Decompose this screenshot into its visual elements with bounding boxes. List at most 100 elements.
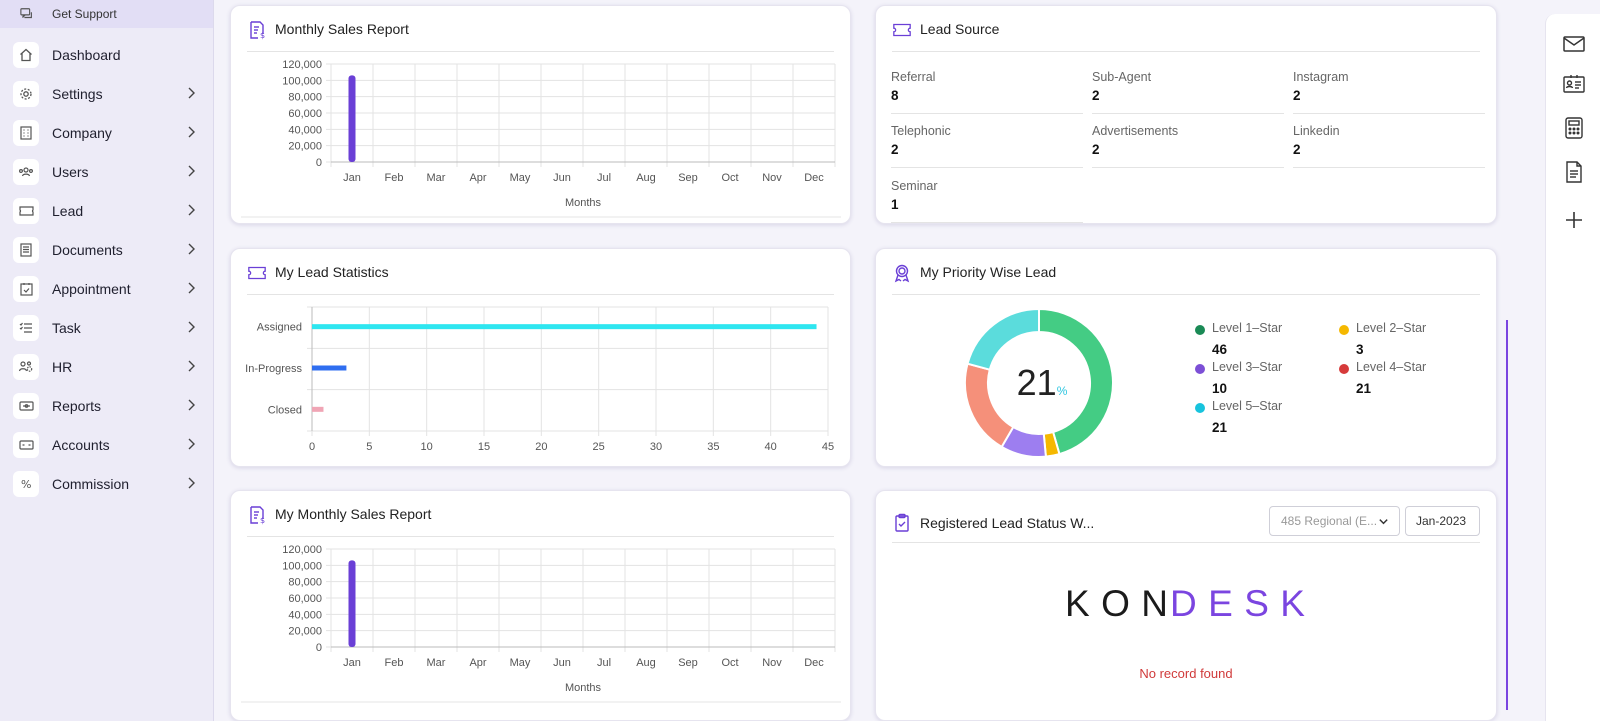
gear-icon	[13, 81, 39, 107]
legend-label: Level 3–Star	[1212, 360, 1283, 374]
lead-source-sub-agent: Sub-Agent 2	[1092, 70, 1284, 114]
donut-center-unit: %	[1056, 384, 1068, 398]
right-rail	[1545, 14, 1600, 721]
y-tick-label: 20,000	[288, 141, 322, 153]
sidebar-item-users[interactable]: Users	[0, 154, 213, 190]
card-title: Monthly Sales Report	[275, 21, 409, 37]
sidebar-item-dashboard[interactable]: Dashboard	[0, 37, 213, 73]
card-header: Lead Source	[892, 20, 1480, 52]
legend-color-dot	[1339, 325, 1349, 335]
x-tick-label: Sep	[678, 657, 698, 669]
sidebar-item-task[interactable]: Task	[0, 310, 213, 346]
sidebar-item-company[interactable]: Company	[0, 115, 213, 151]
no-record-text: No record found	[1139, 666, 1233, 681]
lead-source-value: 8	[891, 88, 899, 103]
task-list-icon	[13, 315, 39, 341]
mail-icon[interactable]	[1562, 32, 1586, 56]
chevron-right-icon	[185, 125, 199, 139]
sidebar-item-label: Reports	[52, 398, 102, 414]
chevron-right-icon	[185, 437, 199, 451]
bar-jan[interactable]	[348, 75, 356, 162]
sidebar-item-label: Commission	[52, 476, 130, 492]
legend-color-dot	[1195, 403, 1205, 413]
x-tick-label: 25	[593, 441, 605, 453]
x-tick-label: Dec	[804, 172, 824, 184]
x-tick-label: Feb	[385, 657, 404, 669]
lead-source-value: 2	[1092, 88, 1100, 103]
lead-source-label: Linkedin	[1293, 124, 1340, 138]
legend-color-dot	[1339, 364, 1349, 374]
sidebar-item-label: Settings	[52, 86, 103, 102]
legend-value: 21	[1356, 381, 1372, 396]
get-support-label: Get Support	[52, 7, 117, 21]
x-tick-label: Jul	[597, 172, 611, 184]
x-tick-label: 0	[309, 441, 315, 453]
bar-in-progress[interactable]	[312, 365, 347, 371]
lead-source-value: 2	[1293, 88, 1301, 103]
chevron-right-icon	[185, 203, 199, 217]
legend-value: 10	[1212, 381, 1228, 396]
monthly-sales-chart: 120,000 100,000 80,000 60,000 40,000 20,000 0 J…	[241, 59, 841, 218]
x-tick-label: Oct	[721, 657, 738, 669]
legend-value: 46	[1212, 342, 1228, 357]
ticket-icon	[247, 263, 267, 283]
y-tick-label: Closed	[268, 404, 302, 416]
month-select[interactable]: Jan-2023	[1405, 506, 1480, 536]
x-tick-label: May	[510, 172, 531, 184]
sidebar-item-documents[interactable]: Documents	[0, 232, 213, 268]
sidebar-item-settings[interactable]: Settings	[0, 76, 213, 112]
plus-icon[interactable]	[1562, 208, 1586, 232]
svg-text:$: $	[260, 31, 265, 40]
x-tick-label: Apr	[469, 172, 486, 184]
bar-jan[interactable]	[348, 560, 356, 647]
legend-label: Level 4–Star	[1356, 360, 1427, 374]
sidebar-item-accounts[interactable]: Accounts	[0, 427, 213, 463]
sidebar-item-commission[interactable]: % Commission	[0, 466, 213, 502]
lead-source-label: Sub-Agent	[1092, 70, 1152, 84]
x-tick-label: Aug	[636, 172, 656, 184]
calculator-icon[interactable]	[1562, 116, 1586, 140]
donut-center-label: 21%	[1012, 362, 1072, 404]
document-icon[interactable]	[1562, 160, 1586, 184]
get-support-link[interactable]: Get Support	[0, 0, 213, 28]
sidebar-item-label: Dashboard	[52, 47, 121, 63]
chat-support-icon	[20, 7, 36, 21]
my-monthly-sales-chart: 120,000 100,000 80,000 60,000 40,000 20,000 0 J…	[241, 544, 841, 703]
kondesk-logo: K O ND E S K	[876, 583, 1496, 625]
chevron-right-icon	[185, 359, 199, 373]
contact-card-icon[interactable]	[1562, 72, 1586, 96]
x-tick-label: 10	[421, 441, 433, 453]
sidebar-item-reports[interactable]: Reports	[0, 388, 213, 424]
card-title: My Lead Statistics	[275, 264, 389, 280]
sidebar-item-lead[interactable]: Lead	[0, 193, 213, 229]
registered-lead-status-card: Registered Lead Status W... 485 Regional…	[875, 490, 1497, 721]
sidebar-item-label: Accounts	[52, 437, 110, 453]
legend-label: Level 5–Star	[1212, 399, 1283, 413]
bar-assigned[interactable]	[312, 324, 817, 330]
x-tick-label: 5	[366, 441, 372, 453]
logo-desk: D E S K	[1170, 583, 1307, 624]
document-icon	[13, 237, 39, 263]
branch-select[interactable]: 485 Regional (E...	[1269, 506, 1400, 536]
y-tick-label: 80,000	[288, 92, 322, 104]
users-icon	[13, 159, 39, 185]
priority-lead-card: My Priority Wise Lead 21% Level 1–Star 46…	[875, 248, 1497, 467]
donut-center-value: 21	[1016, 362, 1057, 403]
accounts-icon	[13, 432, 39, 458]
sidebar-item-appointment[interactable]: Appointment	[0, 271, 213, 307]
people-gear-icon	[13, 354, 39, 380]
bar-closed[interactable]	[312, 406, 324, 412]
donut-slice-level-1[interactable]	[1038, 307, 1114, 456]
y-tick-label: 100,000	[282, 560, 322, 572]
report-icon	[13, 393, 39, 419]
lead-statistics-chart: 0 5 10 15 20 25 30 35 40 45 Assigned In-Progress Clo…	[245, 306, 834, 453]
sidebar-item-hr[interactable]: HR	[0, 349, 213, 385]
donut-slice-level-4[interactable]	[964, 362, 1015, 449]
legend-value: 21	[1212, 420, 1228, 435]
x-tick-label: 40	[765, 441, 777, 453]
donut-slice-level-5[interactable]	[966, 307, 1040, 371]
monthly-sales-card: $ Monthly Sales Report 120,000 100,000 80,…	[230, 5, 851, 224]
lead-source-label: Instagram	[1293, 70, 1349, 84]
scroll-indicator[interactable]	[1506, 320, 1508, 710]
x-tick-label: Jun	[553, 657, 571, 669]
